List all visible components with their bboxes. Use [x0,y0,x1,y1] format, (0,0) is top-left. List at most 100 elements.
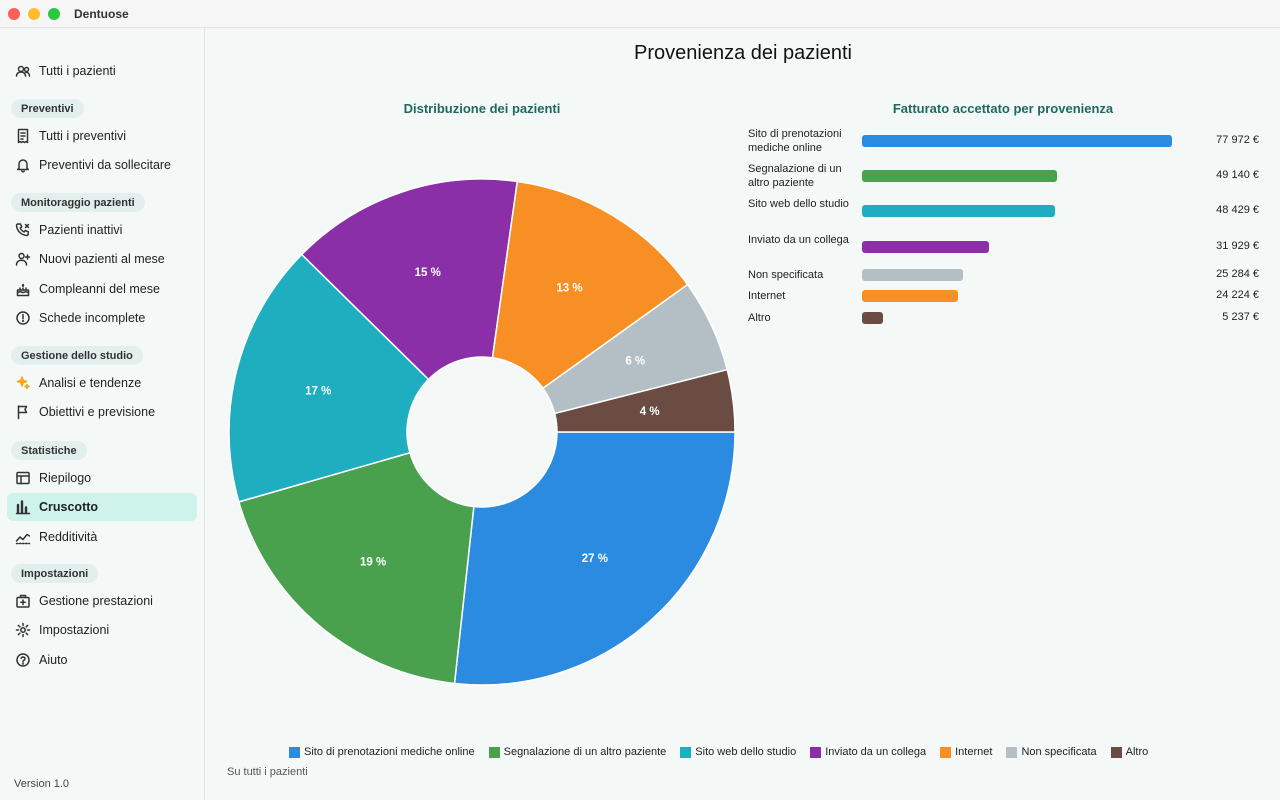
pie-slice[interactable] [228,253,430,503]
legend-item[interactable]: Internet [940,746,992,758]
bar-category-label: Internet [748,290,786,302]
legend-label: Segnalazione di un altro paziente [503,746,667,758]
bar[interactable] [862,170,1058,182]
sidebar-item-label: Aiuto [39,652,68,667]
bar-category-label: Sito di prenotazioni mediche online [748,128,842,154]
sidebar-item-preventivi-da-sollecitare[interactable]: Preventivi da sollecitare [7,151,197,179]
sidebar-item-compleanni-del-mese[interactable]: Compleanni del mese [7,275,197,303]
legend-item[interactable]: Altro [1110,746,1148,758]
pie-slice-label: 4 % [640,406,660,418]
legend-label: Inviato da un collega [825,746,927,758]
sidebar-item-label: Impostazioni [39,623,110,638]
sidebar-item-label: Cruscotto [39,500,99,515]
pie-slice-label: 15 % [415,267,441,279]
app-title: Dentuose [74,7,129,21]
sidebar-item-label: Riepilogo [39,471,92,485]
main-content: Provenienza dei pazienti Distribuzione d… [206,28,1280,800]
legend-item[interactable]: Sito di prenotazioni mediche online [289,746,475,758]
legend-item[interactable]: Segnalazione di un altro paziente [488,746,667,758]
pie-slice[interactable] [491,180,689,390]
bar-chart-icon [14,498,32,516]
bar-value-label: 5 237 € [1222,311,1259,323]
trend-icon [14,528,32,546]
chart-legend: Sito di prenotazioni mediche online Segna… [289,746,1148,758]
pie-slice[interactable] [453,431,736,686]
bar-value-label: 48 429 € [1216,204,1259,216]
phone-icon [14,221,32,239]
people-icon [14,62,32,80]
cake-icon [14,280,32,298]
legend-item[interactable]: Inviato da un collega [810,746,926,758]
pie-slice[interactable] [237,451,475,685]
title-bar: Dentuose [0,0,1280,28]
sidebar-item-label: Pazienti inattivi [39,223,123,237]
bar[interactable] [862,241,989,253]
sidebar-item-label: Compleanni del mese [39,281,160,296]
bar[interactable] [862,135,1172,147]
sidebar-section-header: Impostazioni [11,564,99,583]
pie-slice[interactable] [553,368,736,433]
legend-label: Sito web dello studio [695,746,797,758]
pie-slice-label: 19 % [360,556,386,568]
bell-icon [14,156,32,174]
sidebar-item-riepilogo[interactable]: Riepilogo [7,464,197,492]
sidebar-item-tutti-i-preventivi[interactable]: Tutti i preventivi [7,122,197,150]
bar-value-label: 25 284 € [1216,268,1259,280]
bar[interactable] [862,269,963,281]
chart-footnote: Su tutti i pazienti [227,766,308,778]
bar-category-label: Inviato da un collega [748,234,849,246]
sidebar-section-header: Monitoraggio pazienti [11,193,145,212]
sidebar-item-pazienti-inattivi[interactable]: Pazienti inattivi [7,216,197,244]
legend-item[interactable]: Sito web dello studio [680,746,796,758]
legend-swatch [1006,746,1018,758]
sidebar-item-label: Analisi e tendenze [39,376,142,390]
person-add-icon [14,250,32,268]
minimize-window-button[interactable] [28,8,40,20]
sidebar-item-nuovi-pazienti-al-mese[interactable]: Nuovi pazienti al mese [7,245,197,273]
legend-swatch [1110,746,1122,758]
sidebar-item-obiettivi-e-previsione[interactable]: Obiettivi e previsione [7,398,197,426]
sidebar-item-label: Tutti i preventivi [39,129,127,143]
alert-circle-icon [14,309,32,327]
pie-slice-label: 13 % [556,282,582,294]
pie-slice[interactable] [300,178,519,381]
sidebar-item-label: Nuovi pazienti al mese [39,252,165,267]
sidebar-item-schede-incomplete[interactable]: Schede incomplete [7,304,197,332]
sidebar-item-label: Gestione prestazioni [39,594,153,608]
legend-swatch [488,746,500,758]
bar[interactable] [862,290,959,302]
bar[interactable] [862,312,883,324]
sidebar-item-label: Schede incomplete [39,311,146,326]
legend-item[interactable]: Non specificata [1006,746,1097,758]
sidebar-item-impostazioni[interactable]: Impostazioni [7,616,197,644]
sidebar-item-label: Obiettivi e previsione [39,405,156,420]
pie-slice-label: 6 % [625,356,645,368]
sidebar-item-gestione-prestazioni[interactable]: Gestione prestazioni [7,587,197,615]
bar-chart-title: Fatturato accettato per provenienza [892,101,1114,116]
close-window-button[interactable] [8,8,20,20]
sidebar-item-redditivita[interactable]: Redditività [7,523,197,551]
table-icon [14,469,32,487]
bar[interactable] [862,205,1055,217]
sidebar-item-label: Preventivi da sollecitare [39,158,172,173]
bar-category-label: Altro [748,312,771,324]
sidebar-item-aiuto[interactable]: Aiuto [7,646,197,674]
receipt-icon [14,127,32,145]
bar-category-label: Non specificata [748,269,824,281]
sidebar-item-label: Redditività [39,529,98,544]
medical-kit-icon [14,592,32,610]
bar-value-label: 31 929 € [1216,240,1259,252]
sidebar-section-header: Statistiche [11,441,87,460]
bar-value-label: 77 972 € [1216,134,1259,146]
sidebar-item-tutti-i-pazienti[interactable]: Tutti i pazienti [7,57,197,85]
legend-swatch [289,746,300,758]
sparkle-icon [14,374,32,392]
gear-icon [14,621,32,639]
zoom-window-button[interactable] [48,8,60,20]
bar-category-label: Sito web dello studio [748,198,849,210]
sidebar-item-analisi-e-tendenze[interactable]: Analisi e tendenze [7,369,197,397]
legend-swatch [680,746,692,758]
sidebar-item-cruscotto[interactable]: Cruscotto [7,493,197,522]
version-label: Version 1.0 [14,778,70,790]
